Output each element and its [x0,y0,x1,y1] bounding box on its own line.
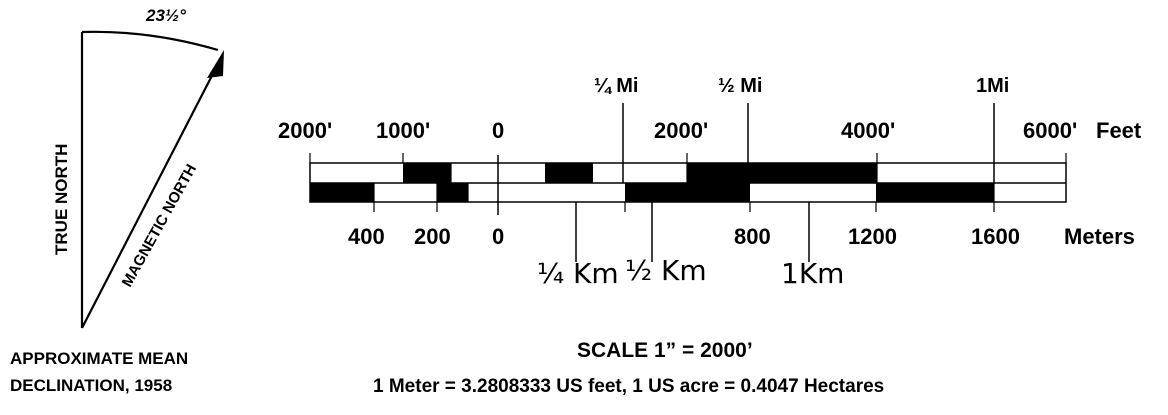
feet-label: 0 [492,118,504,143]
declination-angle: 23½° [145,6,186,25]
quarter-km-label: ¼ Km [537,257,619,290]
feet-segment [687,163,877,183]
feet-label: 1000' [376,118,430,143]
meter-label: 1200 [848,224,897,249]
meter-label: 400 [348,224,385,249]
meter-segment [310,183,374,202]
feet-segment [545,163,593,183]
meter-label: 800 [734,224,771,249]
magnetic-north-line [82,62,219,328]
conversion-note: 1 Meter = 3.2808333 US feet, 1 US acre =… [373,376,884,397]
quarter-mile-label: ¼ Mi [594,75,638,97]
approx-mean-label: APPROXIMATE MEAN [10,349,188,368]
declination-year-label: DECLINATION, 1958 [10,376,172,395]
scale-ratio-label: SCALE 1” = 2000’ [577,339,753,362]
half-km-label: ½ Km [625,254,707,287]
feet-label: 4000' [841,118,895,143]
feet-segment [403,163,451,183]
meter-label: 0 [492,224,504,249]
scale-bar: ¼ Mi ½ Mi 1Mi 2000' 1000' 0 2000' 4000' … [278,75,1142,290]
declination-diagram: 23½° TRUE NORTH MAGNETIC NORTH APPROXIMA… [10,6,224,395]
one-km-label: 1Km [781,257,844,290]
meter-unit-label: Meters [1064,224,1135,249]
magnetic-north-arrowhead-icon [207,50,224,78]
meter-segment [876,183,994,202]
meter-segment [437,183,468,202]
feet-label: 6000' [1023,118,1077,143]
feet-unit-label: Feet [1096,118,1142,143]
true-north-label: TRUE NORTH [52,144,71,255]
feet-label: 2000' [278,118,332,143]
feet-label: 2000' [654,118,708,143]
meter-label: 1600 [971,224,1020,249]
meter-label: 200 [414,224,451,249]
declination-arc [82,32,218,50]
half-mile-label: ½ Mi [718,75,762,97]
magnetic-north-label: MAGNETIC NORTH [119,161,201,290]
meter-segment [625,183,750,202]
one-mile-label: 1Mi [976,75,1009,97]
